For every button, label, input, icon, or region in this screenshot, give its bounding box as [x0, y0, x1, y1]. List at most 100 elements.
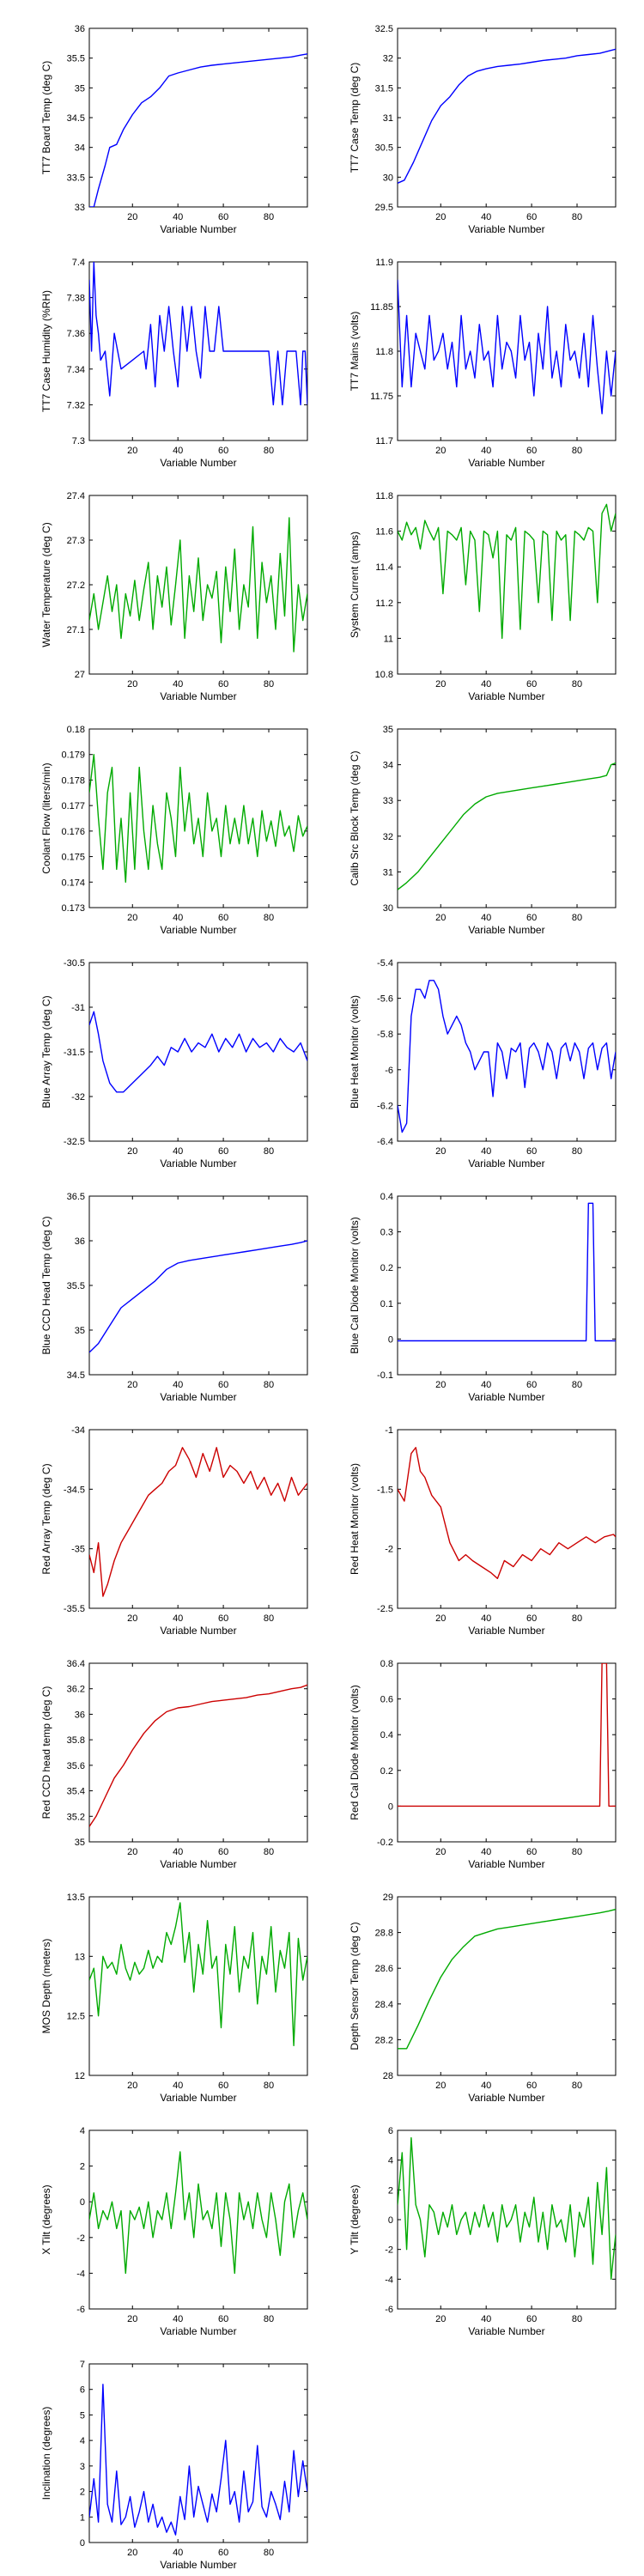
series-line	[398, 762, 616, 890]
series-line	[398, 503, 616, 640]
plot-frame	[88, 962, 308, 1142]
y-tick-label: 11	[384, 634, 393, 644]
x-tick-label: 60	[526, 1146, 537, 1157]
x-tick-label: 40	[481, 1146, 491, 1157]
x-tick-label: 80	[572, 1613, 582, 1624]
y-tick-label: 13.5	[67, 1893, 85, 1903]
y-tick-label: 36.5	[67, 1192, 85, 1202]
y-tick-label: 12.5	[67, 2012, 85, 2022]
y-tick-label: 1	[80, 2512, 85, 2523]
y-tick-label: -1.5	[377, 1485, 393, 1495]
series-line	[89, 754, 307, 884]
x-tick-label: 60	[526, 913, 537, 923]
x-tick-label: 80	[572, 2081, 582, 2091]
y-tick-label: 36.4	[67, 1659, 85, 1669]
y-tick-label: 11.2	[375, 598, 393, 609]
y-tick-label: 34.5	[67, 113, 85, 124]
x-tick-label: 80	[264, 913, 274, 923]
y-tick-label: 7.3	[72, 436, 85, 447]
x-tick-label: 40	[481, 913, 491, 923]
x-tick-label: 20	[127, 212, 137, 222]
y-axis-label: TT7 Case Humidity (%RH)	[40, 290, 52, 412]
plot-frame	[397, 1195, 617, 1376]
subplot-18: 28 28.2 28.4 28.6 28.8 29 20 40 60 80 Variable Num…	[349, 1893, 617, 2104]
y-axis-label: Inclination (degrees)	[40, 2407, 52, 2500]
y-tick-label: 5	[80, 2410, 85, 2421]
x-tick-label: 20	[127, 2548, 137, 2558]
y-tick-label: 11.4	[375, 562, 393, 573]
y-tick-label: -35	[71, 1545, 85, 1555]
y-tick-label: -6.4	[377, 1137, 393, 1147]
x-axis-label: Variable Number	[160, 1625, 236, 1637]
x-tick-label: 20	[127, 679, 137, 690]
plot-frame	[88, 1195, 308, 1376]
x-axis-label: Variable Number	[468, 1858, 544, 1870]
series-line	[89, 1011, 307, 1093]
y-tick-label: -32	[71, 1092, 85, 1103]
x-tick-label: 40	[481, 2081, 491, 2091]
y-axis-label: System Current (amps)	[349, 532, 361, 638]
x-axis-label: Variable Number	[160, 223, 236, 235]
y-tick-label: 30.5	[375, 143, 393, 154]
y-tick-label: 0	[388, 2215, 393, 2226]
x-axis-label: Variable Number	[468, 223, 544, 235]
x-tick-label: 20	[435, 1380, 446, 1390]
y-tick-label: 0.3	[380, 1228, 393, 1238]
x-tick-label: 40	[173, 446, 183, 456]
y-tick-label: -34.5	[64, 1485, 85, 1495]
y-tick-label: 36	[75, 1236, 85, 1247]
y-tick-label: 11.9	[375, 258, 393, 268]
x-axis-label: Variable Number	[160, 1157, 236, 1170]
y-axis-label: Calib Src Block Temp (deg C)	[349, 750, 361, 885]
x-tick-label: 60	[218, 913, 228, 923]
plot-frame	[88, 495, 308, 675]
series-line	[398, 2136, 616, 2281]
x-tick-label: 40	[173, 1613, 183, 1624]
y-tick-label: 27.4	[67, 491, 85, 501]
plot-frame	[88, 2363, 308, 2543]
y-tick-label: 0.4	[380, 1730, 393, 1741]
x-tick-label: 20	[127, 1146, 137, 1157]
subplot-17: 12 12.5 13 13.5 20 40 60 80 Variable Number MOS D…	[40, 1893, 308, 2104]
series-line	[89, 1684, 307, 1827]
y-axis-label: Water Temperature (deg C)	[40, 522, 52, 647]
x-axis-label: Variable Number	[468, 1625, 544, 1637]
x-tick-label: 80	[572, 679, 582, 690]
y-tick-label: 11.85	[370, 302, 393, 313]
y-tick-label: 33.5	[67, 173, 85, 183]
y-tick-label: 35	[75, 83, 85, 94]
y-tick-label: -2	[76, 2233, 85, 2244]
y-tick-label: -2.5	[377, 1604, 393, 1614]
x-tick-label: 40	[481, 1380, 491, 1390]
plot-frame	[397, 1429, 617, 1609]
x-tick-label: 60	[218, 446, 228, 456]
subplot-1: 33 33.5 34 34.5 35 35.5 36 20 40 60 80 Variable Num…	[40, 24, 308, 235]
x-tick-label: 80	[264, 2081, 274, 2091]
x-axis-label: Variable Number	[468, 1157, 544, 1170]
y-tick-label: 36.2	[67, 1685, 85, 1695]
y-tick-label: 0.177	[61, 801, 85, 811]
y-tick-label: 2	[388, 2185, 393, 2196]
y-tick-label: 36	[75, 1710, 85, 1720]
x-tick-label: 80	[572, 446, 582, 456]
subplot-12: -0.1 0 0.1 0.2 0.3 0.4 20 40 60 80 Variable Number…	[349, 1192, 617, 1403]
series-line	[89, 1447, 307, 1597]
x-tick-label: 80	[264, 212, 274, 222]
y-tick-label: 28.8	[375, 1929, 393, 1939]
subplot-2: 29.5 30 30.5 31 31.5 32 32.5 20 40 60 80 Variable N…	[349, 24, 617, 235]
y-tick-label: 29	[383, 1893, 393, 1903]
x-axis-label: Variable Number	[160, 1858, 236, 1870]
y-tick-label: 2	[80, 2488, 85, 2498]
x-tick-label: 40	[173, 2548, 183, 2558]
x-tick-label: 40	[481, 446, 491, 456]
y-tick-label: 12	[75, 2071, 85, 2081]
y-axis-label: Red Cal Diode Monitor (volts)	[349, 1685, 361, 1820]
y-tick-label: 33	[75, 203, 85, 213]
y-tick-label: -5.4	[377, 958, 393, 969]
y-tick-label: 31.5	[375, 83, 393, 94]
plot-frame	[397, 1662, 617, 1843]
subplot-7: 0.173 0.174 0.175 0.176 0.177 0.178 0.179 0.18 2…	[40, 725, 308, 936]
x-tick-label: 40	[173, 2081, 183, 2091]
y-tick-label: -4	[76, 2269, 85, 2279]
